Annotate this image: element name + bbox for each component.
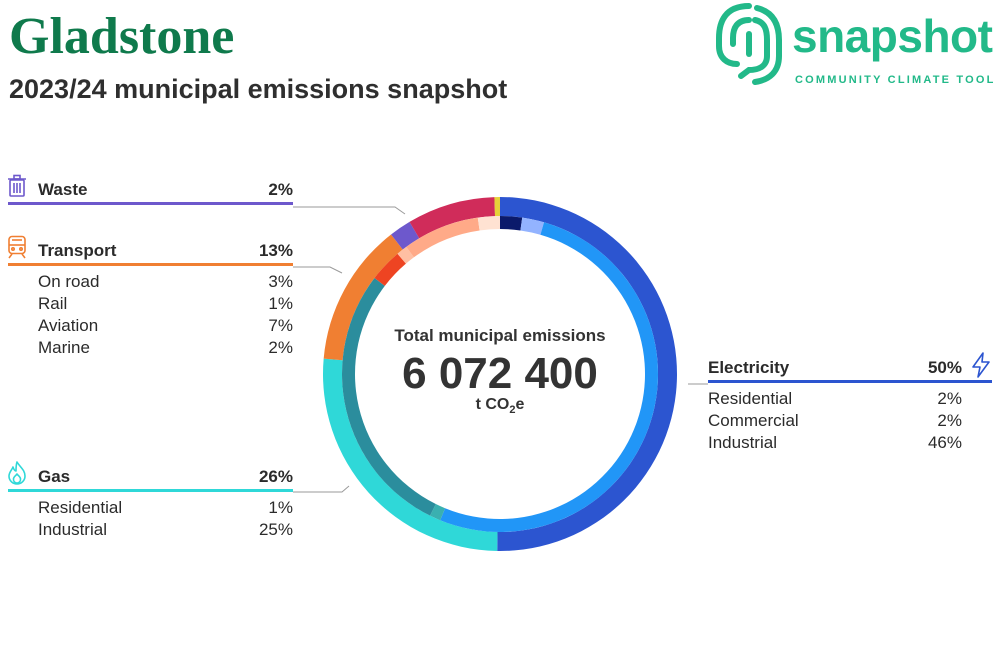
row-label: Commercial (708, 411, 799, 430)
row-label: Industrial (38, 520, 107, 539)
donut-center: Total municipal emissions 6 072 400 t CO… (360, 326, 640, 416)
inner-slice-transport-marine-8 (477, 216, 500, 231)
legend-row: Industrial 46% (678, 433, 962, 455)
row-label: Marine (38, 338, 90, 357)
inner-slice-electricity-residential-0 (500, 216, 523, 231)
row-value: 2% (937, 411, 962, 430)
row-label: Residential (38, 498, 123, 517)
leader-line-gas (293, 485, 350, 493)
row-value: 25% (258, 520, 293, 539)
legend-row: Residential 1% (8, 498, 293, 520)
legend-row: Rail 1% (8, 294, 293, 316)
legend-row: Industrial 25% (8, 520, 293, 542)
legend-electricity: Electricity 50% Residential 2% Commercial… (678, 356, 992, 455)
legend-rule (8, 202, 293, 205)
inner-slice-transport-aviation-7 (406, 217, 480, 258)
logo-tagline: COMMUNITY CLIMATE TOOL (795, 74, 996, 86)
legend-rule (708, 380, 992, 383)
inner-slice-gas-residential-3 (430, 503, 446, 521)
outer-slice-other-5 (494, 197, 500, 217)
outer-slice-transport-2 (323, 234, 403, 361)
inner-slice-transport-on-road-5 (374, 253, 406, 286)
legend-name: Electricity (708, 358, 790, 377)
total-value: 6 072 400 (402, 349, 598, 398)
row-value: 46% (927, 433, 962, 452)
unit-suffix: e (515, 396, 525, 413)
unit-subscript: 2 (509, 404, 516, 417)
legend-row: Marine 2% (8, 338, 293, 360)
unit-prefix: t CO (475, 396, 510, 413)
inner-slice-electricity-commercial-1 (520, 217, 545, 235)
total-unit: t CO2e (360, 396, 640, 416)
legend-row: On road 3% (8, 272, 293, 294)
legend-name: Waste (38, 180, 88, 199)
train-icon (8, 235, 26, 259)
legend-name: Gas (38, 467, 71, 486)
row-label: On road (38, 272, 100, 291)
row-value: 7% (268, 316, 293, 335)
page-subtitle: 2023/24 municipal emissions snapshot (9, 74, 508, 104)
legend-transport: Transport 13% On road 3% Rail 1% Aviation 7… (8, 235, 293, 360)
outer-slice-waste-3 (391, 221, 420, 250)
leader-line-waste (293, 206, 406, 215)
row-value: 2% (937, 389, 962, 408)
lightning-icon (972, 352, 990, 378)
row-label: Rail (38, 294, 68, 313)
page-title: Gladstone (9, 8, 235, 65)
flame-icon (8, 461, 26, 485)
legend-row: Commercial 2% (678, 411, 962, 433)
row-label: Aviation (38, 316, 99, 335)
outer-slice-electricity-0 (497, 197, 677, 551)
row-label: Residential (708, 389, 793, 408)
fingerprint-logo-icon (716, 3, 782, 85)
trash-icon (8, 174, 26, 197)
inner-slice-transport-rail-6 (397, 246, 414, 264)
logo-wordmark: snapshot (792, 10, 993, 62)
snapshot-logo: snapshot COMMUNITY CLIMATE TOOL (712, 0, 1000, 92)
legend-rule (8, 489, 293, 492)
legend-percent: 26% (258, 467, 293, 486)
legend-percent: 2% (268, 180, 293, 199)
legend-row: Aviation 7% (8, 316, 293, 338)
row-value: 1% (268, 294, 293, 313)
legend-row: Residential 2% (678, 389, 962, 411)
outer-slice-other-4 (409, 197, 496, 239)
legend-percent: 13% (258, 241, 293, 260)
legend-name: Transport (38, 241, 117, 260)
inner-slice-gas-industrial-4 (342, 278, 436, 516)
leader-line-transport (293, 266, 343, 274)
row-label: Industrial (708, 433, 777, 452)
legend-waste: Waste 2% (8, 174, 293, 205)
legend-rule (8, 263, 293, 266)
outer-slice-gas-1 (322, 358, 498, 551)
total-label: Total municipal emissions (394, 326, 606, 345)
row-value: 1% (268, 498, 293, 517)
legend-percent: 50% (927, 358, 962, 377)
legend-gas: Gas 26% Residential 1% Industrial 25% (8, 461, 293, 542)
row-value: 2% (268, 338, 293, 357)
row-value: 3% (268, 272, 293, 291)
